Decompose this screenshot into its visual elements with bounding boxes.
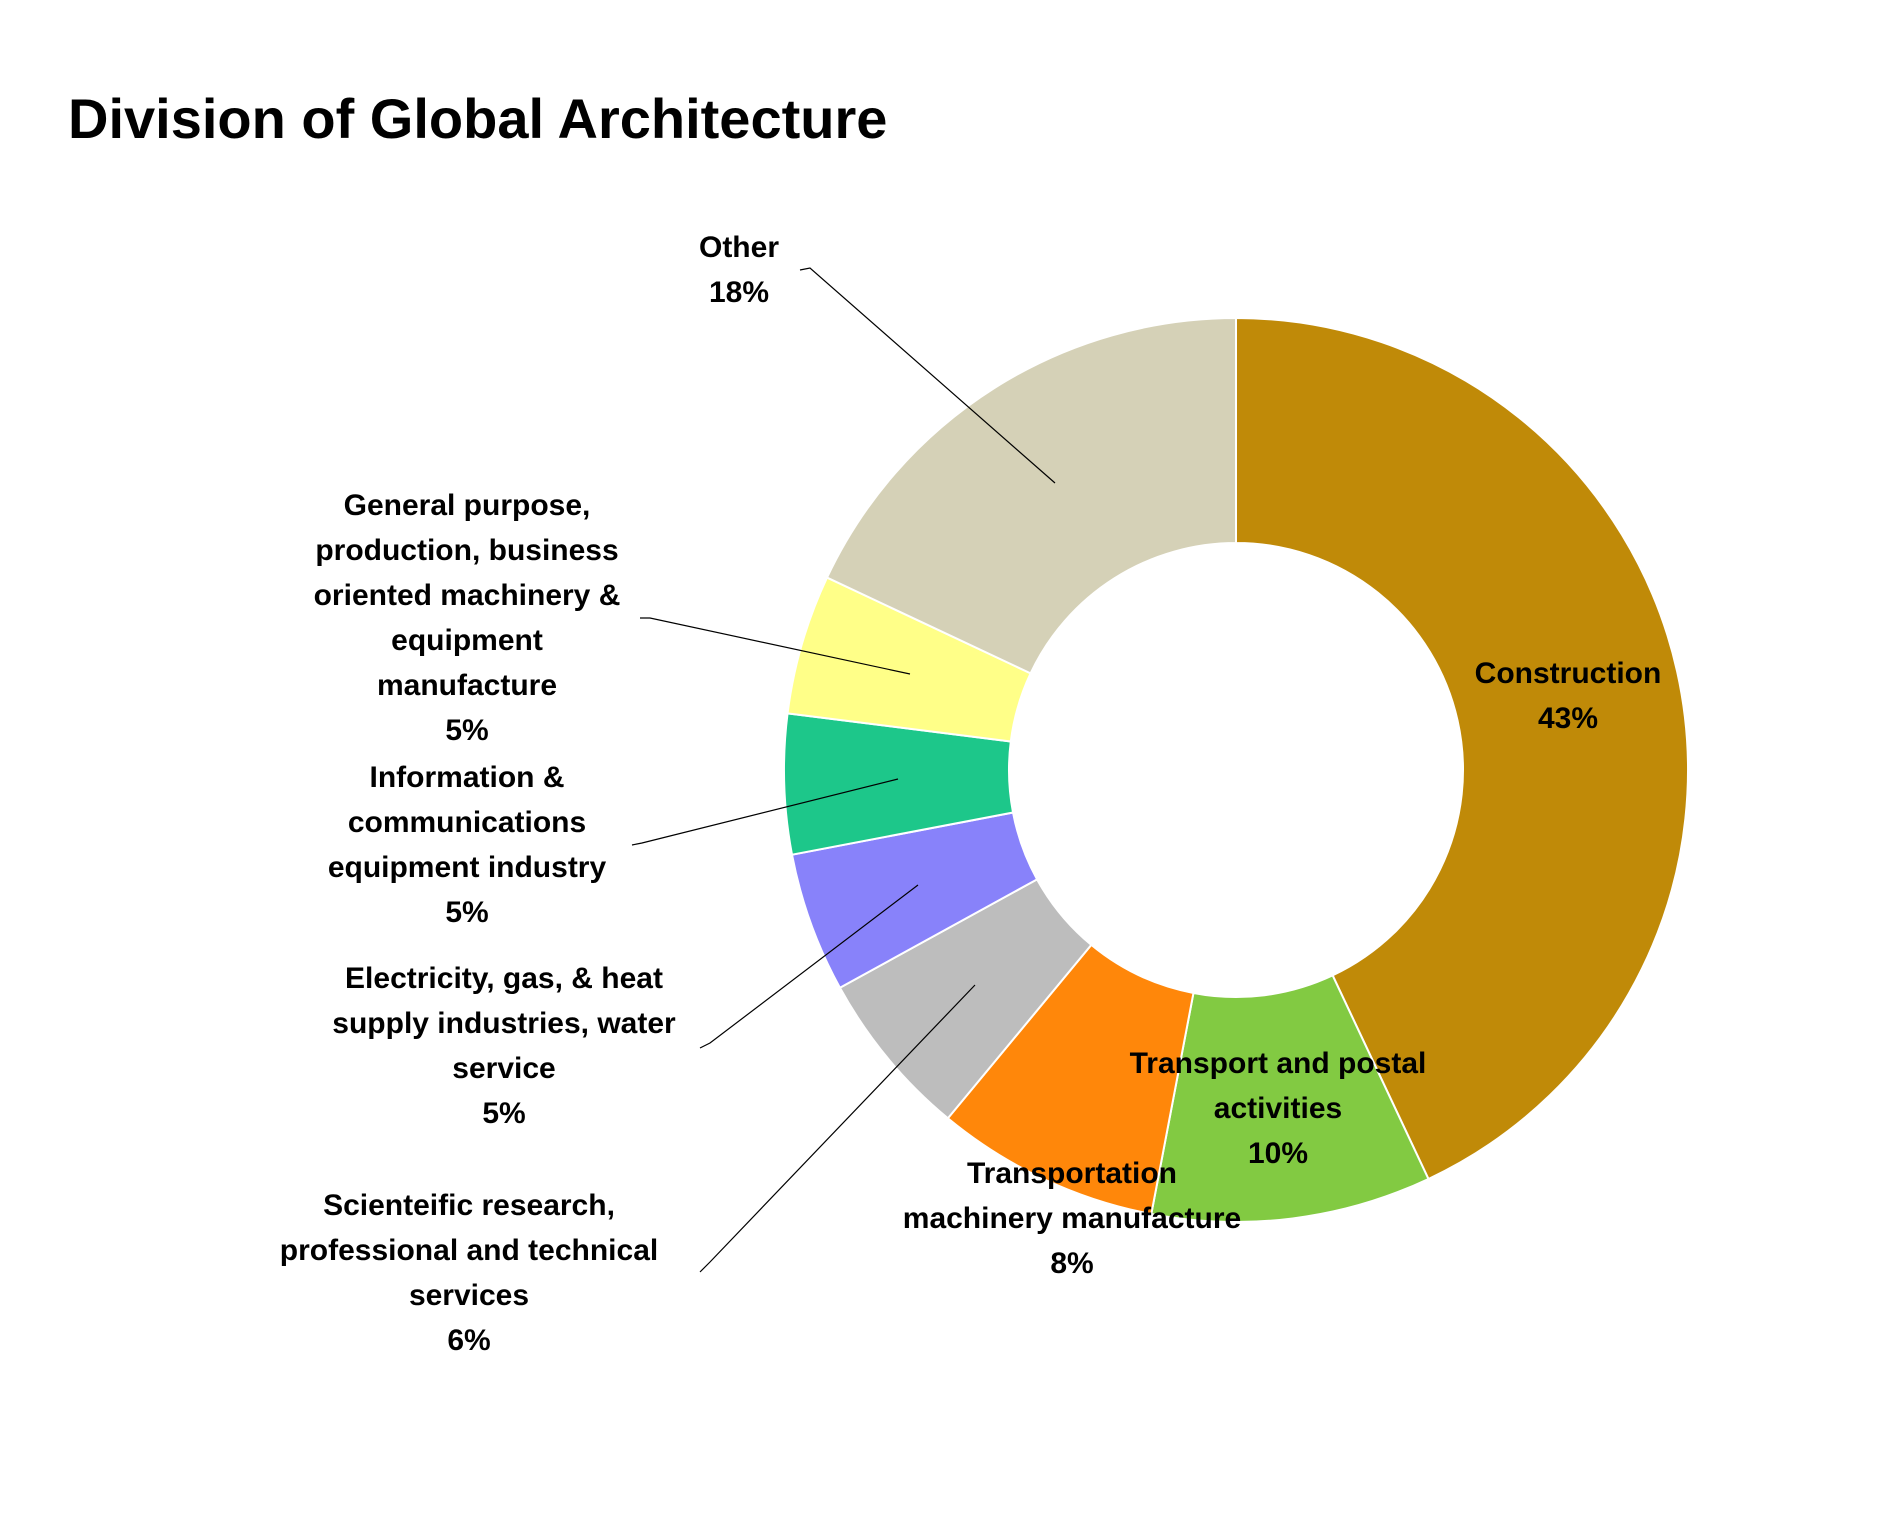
slice-label-line: services xyxy=(409,1279,529,1312)
leader-line-7 xyxy=(799,267,1056,484)
slice-percent-1: 10% xyxy=(1248,1137,1308,1170)
slice-label-5: Information & communications equipment ind… xyxy=(328,761,607,929)
slice-label-line: oriented machinery & xyxy=(314,579,621,612)
slice-percent-4: 5% xyxy=(482,1097,525,1130)
donut-slice-1 xyxy=(1150,974,1430,1223)
slice-percent-3: 6% xyxy=(447,1324,490,1357)
slice-label-line: production, business xyxy=(315,534,618,567)
slice-label-line: Electricity, gas, & heat xyxy=(345,962,663,995)
slice-label-line: activities xyxy=(1214,1092,1342,1125)
leader-lines-layer xyxy=(631,267,1056,1273)
slice-label-line: Other xyxy=(699,231,779,264)
slice-label-6: General purpose, production, business orie… xyxy=(314,489,621,747)
slice-labels-layer: Construction 43% Transport and postal activ… xyxy=(280,231,1662,1357)
leader-line-3 xyxy=(699,984,976,1273)
slice-percent-6: 5% xyxy=(445,714,488,747)
slice-label-line: service xyxy=(452,1052,555,1085)
donut-slice-0 xyxy=(1235,316,1689,1181)
slice-label-line: machinery manufacture xyxy=(903,1202,1241,1235)
slice-label-2: Transportation machinery manufacture 8% xyxy=(903,1157,1241,1280)
slice-label-line: Information & xyxy=(370,761,565,794)
slice-label-line: Transportation xyxy=(967,1157,1177,1190)
slice-percent-7: 18% xyxy=(709,276,769,309)
slice-label-0: Construction 43% xyxy=(1475,657,1662,735)
slice-label-line: supply industries, water xyxy=(332,1007,676,1040)
slice-label-line: communications xyxy=(348,806,586,839)
leader-line-6 xyxy=(640,617,911,675)
leader-line-4 xyxy=(699,884,919,1049)
chart-title: Division of Global Architecture xyxy=(68,87,887,150)
slice-percent-2: 8% xyxy=(1050,1247,1093,1280)
slice-percent-5: 5% xyxy=(445,896,488,929)
slice-label-1: Transport and postal activities 10% xyxy=(1130,1047,1427,1170)
slice-label-line: General purpose, xyxy=(344,489,591,522)
slices-layer xyxy=(783,316,1689,1223)
leader-line-5 xyxy=(631,778,899,846)
slice-label-line: Transport and postal xyxy=(1130,1047,1427,1080)
slice-label-7: Other 18% xyxy=(699,231,779,309)
slice-label-line: professional and technical xyxy=(280,1234,658,1267)
slice-label-line: Scienteific research, xyxy=(323,1189,615,1222)
slice-label-3: Scienteific research, professional and te… xyxy=(280,1189,658,1357)
slice-label-4: Electricity, gas, & heat supply industrie… xyxy=(332,962,676,1130)
slice-label-line: equipment industry xyxy=(328,851,607,884)
slice-percent-0: 43% xyxy=(1538,702,1598,735)
slice-label-line: equipment xyxy=(391,624,543,657)
slice-label-line: manufacture xyxy=(377,669,557,702)
slice-label-line: Construction xyxy=(1475,657,1662,690)
donut-slice-7 xyxy=(825,316,1237,675)
